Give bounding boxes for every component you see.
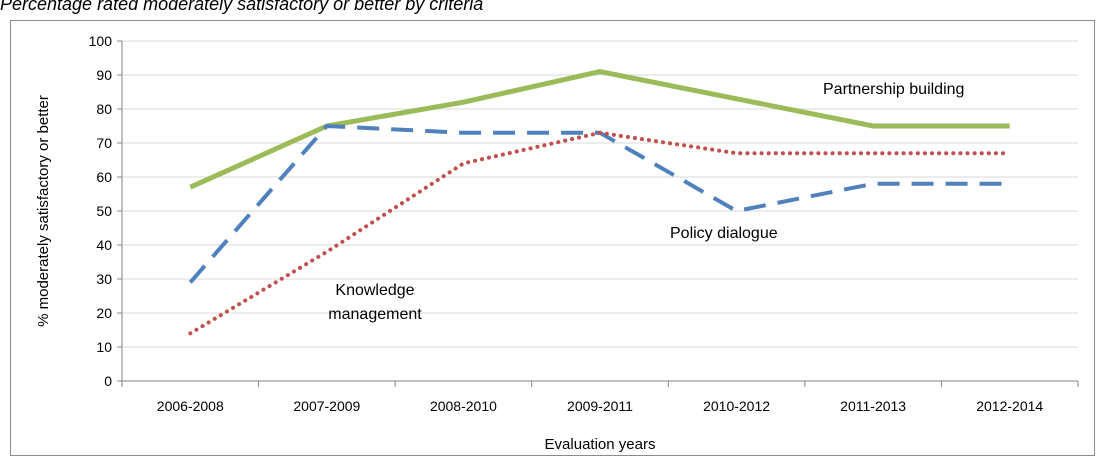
- y-tick-label: 90: [96, 67, 112, 83]
- y-tick-label: 100: [89, 33, 113, 49]
- y-tick-label: 30: [96, 271, 112, 287]
- y-tick-label: 20: [96, 305, 112, 321]
- x-tick-label: 2011-2013: [840, 398, 906, 414]
- series-lines: [188, 69, 1012, 336]
- chart-frame: 0 10 20 30 40 50 60 70 80 90 100 2006-2008 2007-200…: [10, 20, 1095, 456]
- x-tick-label: 2008-2010: [430, 398, 497, 414]
- y-tick-label: 70: [96, 135, 112, 151]
- annotation-knowledge-line2: management: [328, 306, 422, 323]
- y-tick-label: 50: [96, 203, 112, 219]
- x-tick-label: 2006-2008: [157, 398, 224, 414]
- y-tick-label: 0: [104, 373, 112, 389]
- y-tick-label: 60: [96, 169, 112, 185]
- line-chart: 0 10 20 30 40 50 60 70 80 90 100 2006-2008 2007-200…: [35, 33, 1079, 453]
- y-tick-label: 10: [96, 339, 112, 355]
- y-tick-label: 80: [96, 101, 112, 117]
- chart-caption: Percentage rated moderately satisfactory…: [0, 0, 484, 14]
- x-tick-label: 2012-2014: [976, 398, 1043, 414]
- x-tick-label: 2009-2011: [567, 398, 633, 414]
- series-line-knowledge-management: [188, 130, 1012, 336]
- x-tick-label: 2010-2012: [703, 398, 770, 414]
- x-axis: 2006-2008 2007-2009 2008-2010 2009-2011 2010…: [121, 380, 1079, 414]
- x-axis-title: Evaluation years: [545, 436, 656, 453]
- y-axis-title: % moderately satisfactory or better: [35, 95, 52, 327]
- annotation-knowledge-line1: Knowledge: [335, 282, 414, 299]
- y-axis: 0 10 20 30 40 50 60 70 80 90 100: [89, 33, 123, 389]
- annotation-policy-dialogue: Policy dialogue: [670, 225, 778, 242]
- y-tick-label: 40: [96, 237, 112, 253]
- annotation-partnership-building: Partnership building: [823, 81, 964, 98]
- x-tick-label: 2007-2009: [293, 398, 360, 414]
